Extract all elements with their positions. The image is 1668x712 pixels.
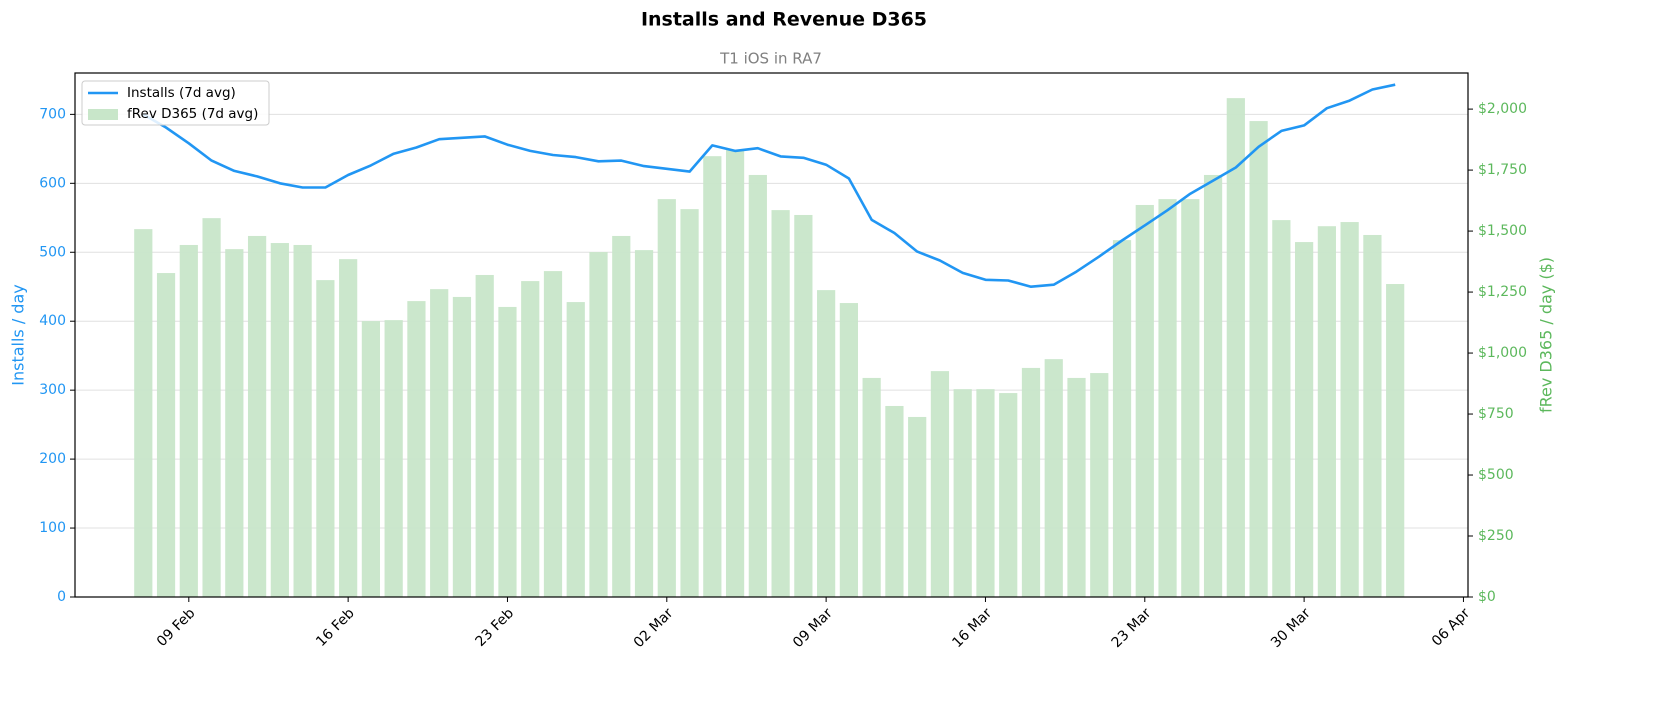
- bar: [384, 320, 403, 597]
- bar: [247, 235, 267, 598]
- bar: [771, 210, 790, 597]
- bar: [1249, 121, 1268, 597]
- bar: [430, 289, 449, 597]
- bar: [589, 252, 608, 597]
- bar: [566, 302, 585, 597]
- y2-tick-label: $750: [1478, 406, 1514, 422]
- bar: [657, 199, 676, 598]
- bar: [748, 174, 767, 597]
- bar: [1295, 242, 1314, 598]
- bar: [930, 371, 950, 597]
- y2-tick-label: $0: [1478, 589, 1496, 605]
- y2-tick-label: $1,750: [1478, 162, 1527, 178]
- bar: [794, 214, 813, 597]
- bar: [225, 249, 244, 597]
- bar: [1090, 373, 1109, 597]
- bar: [634, 250, 654, 597]
- bar: [839, 303, 858, 597]
- x-tick-label: 30 Mar: [1268, 605, 1314, 651]
- bar: [339, 259, 358, 597]
- bar: [885, 405, 904, 597]
- y2-axis-label: fRev D365 / day ($): [1537, 257, 1556, 413]
- x-tick-label: 16 Mar: [949, 605, 995, 651]
- bar: [1044, 359, 1063, 597]
- bar: [1272, 220, 1291, 597]
- bar: [1317, 226, 1336, 597]
- bar: [498, 306, 517, 597]
- x-tick-label: 06 Apr: [1429, 605, 1473, 649]
- bar: [202, 218, 221, 597]
- bar: [1067, 377, 1086, 597]
- bar: [1340, 222, 1359, 598]
- x-tick-label: 16 Feb: [313, 605, 358, 650]
- legend-label: Installs (7d avg): [127, 85, 236, 101]
- legend: Installs (7d avg) fRev D365 (7d avg): [81, 80, 270, 126]
- bar: [1021, 367, 1041, 597]
- bar: [1386, 284, 1405, 597]
- y-tick-label: 300: [39, 382, 66, 398]
- bar: [725, 150, 745, 597]
- bar: [999, 393, 1018, 597]
- y2-tick-label: $1,000: [1478, 345, 1527, 361]
- legend-box: [81, 80, 270, 126]
- x-tick-label: 23 Feb: [473, 605, 518, 650]
- bar: [1363, 234, 1382, 597]
- bar: [521, 281, 540, 597]
- y2-tick-label: $250: [1478, 528, 1514, 544]
- x-tick-label: 09 Mar: [790, 605, 836, 651]
- bar: [908, 416, 927, 597]
- y-tick-label: 100: [39, 520, 66, 536]
- y2-tick-label: $1,500: [1478, 223, 1527, 239]
- y2-tick-label: $500: [1478, 467, 1514, 483]
- bar: [156, 273, 176, 597]
- y2-tick-label: $1,250: [1478, 284, 1527, 300]
- y-axis-label: Installs / day: [9, 284, 28, 386]
- bar: [1135, 204, 1154, 598]
- x-tick-label: 09 Feb: [154, 605, 199, 650]
- y-tick-label: 400: [39, 313, 66, 329]
- y2-tick-label: $2,000: [1478, 101, 1527, 117]
- bar: [316, 280, 335, 597]
- bar: [543, 271, 563, 597]
- bar: [976, 389, 995, 597]
- y-tick-label: 600: [39, 175, 66, 191]
- bar: [270, 243, 289, 597]
- x-tick-label: 23 Mar: [1109, 605, 1155, 651]
- y-tick-label: 200: [39, 451, 66, 467]
- bar: [407, 301, 426, 597]
- bar: [953, 389, 972, 597]
- bar: [475, 274, 494, 597]
- legend-label: fRev D365 (7d avg): [127, 106, 258, 122]
- y-tick-label: 0: [57, 589, 66, 605]
- line: [142, 83, 1396, 288]
- y-tick-label: 700: [39, 106, 66, 122]
- chart-title: Installs and Revenue D365: [641, 9, 927, 31]
- bar: [612, 235, 631, 598]
- bar: [179, 244, 198, 597]
- bar: [862, 377, 881, 597]
- bar: [703, 156, 722, 597]
- bar: [1158, 199, 1177, 598]
- bar: [680, 209, 699, 597]
- bar: [1112, 240, 1132, 597]
- x-tick-label: 02 Mar: [631, 605, 677, 651]
- bar: [452, 296, 472, 597]
- bar: [817, 290, 836, 597]
- bar: [293, 244, 312, 597]
- bar: [1181, 199, 1200, 598]
- plot-frame: [74, 72, 1469, 598]
- chart-subtitle: T1 iOS in RA7: [719, 50, 822, 68]
- bar: [361, 321, 381, 597]
- y-tick-label: 500: [39, 244, 66, 260]
- bar: [134, 229, 153, 597]
- bar: [1203, 174, 1223, 597]
- bar: [1226, 98, 1245, 597]
- legend-swatch: [88, 109, 118, 120]
